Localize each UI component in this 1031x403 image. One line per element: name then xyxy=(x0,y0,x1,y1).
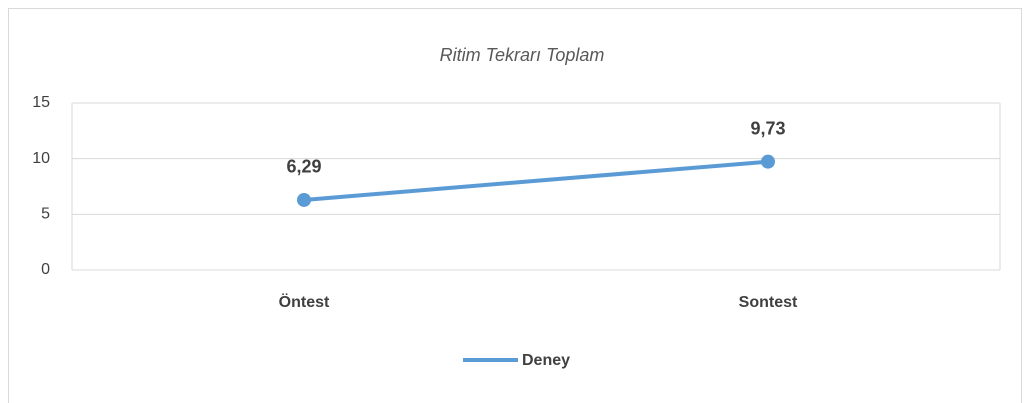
y-tick-label: 10 xyxy=(32,150,50,167)
legend-label: Deney xyxy=(522,352,570,369)
y-tick-label: 15 xyxy=(32,94,50,111)
data-point xyxy=(297,192,311,207)
chart-title: Ritim Tekrarı Toplam xyxy=(440,45,605,65)
data-point xyxy=(761,154,775,169)
x-tick-label: Öntest xyxy=(279,292,330,311)
data-label: 9,73 xyxy=(750,118,785,138)
chart-border xyxy=(8,8,1022,403)
y-tick-label: 5 xyxy=(41,206,50,223)
y-tick-label: 0 xyxy=(41,261,50,278)
series-line xyxy=(302,159,770,202)
data-label: 6,29 xyxy=(286,157,321,177)
x-tick-label: Sontest xyxy=(739,294,798,311)
